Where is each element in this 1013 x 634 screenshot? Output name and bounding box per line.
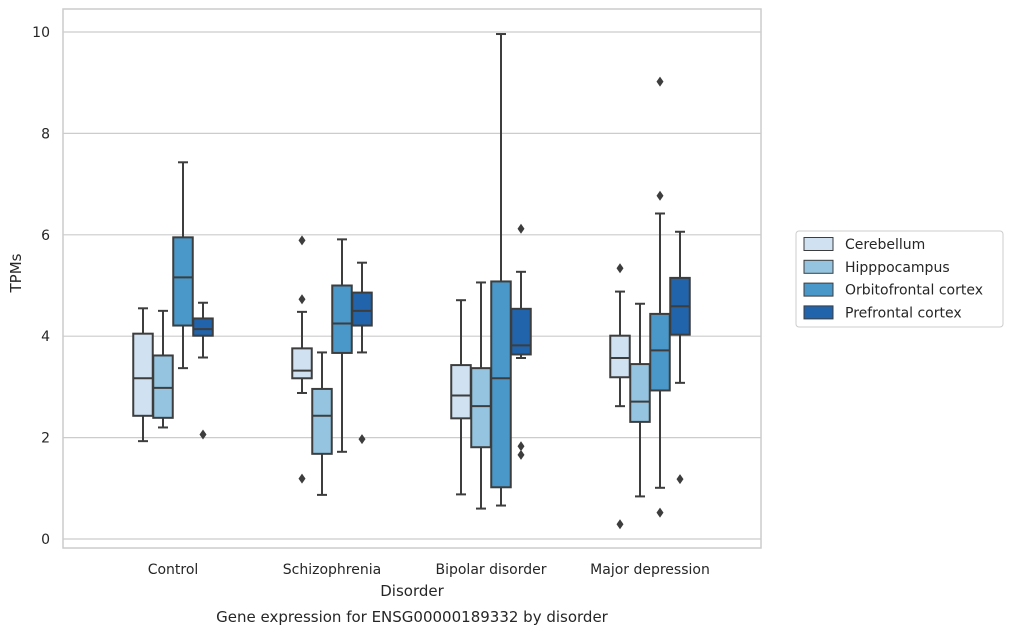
box-body bbox=[450, 364, 472, 420]
plot-frame bbox=[62, 8, 762, 549]
box-prefrontal-cortex bbox=[192, 301, 214, 440]
outlier-point bbox=[517, 441, 525, 452]
y-tick-label: 10 bbox=[32, 25, 50, 41]
legend-frame bbox=[795, 230, 1004, 328]
legend-swatch bbox=[803, 237, 834, 251]
box-body bbox=[609, 334, 631, 379]
x-tick-label: Control bbox=[148, 562, 199, 578]
box-hipppocampus bbox=[470, 281, 492, 510]
box-body bbox=[291, 347, 313, 380]
outlier-point bbox=[517, 223, 525, 234]
box-body bbox=[510, 307, 532, 356]
box-body bbox=[311, 387, 333, 455]
legend-label: Orbitofrontal cortex bbox=[845, 283, 983, 299]
x-axis-title: Disorder bbox=[380, 582, 444, 600]
outlier-point bbox=[298, 235, 306, 246]
x-axis-ticks: Control Schizophrenia Bipolar disorder Majo… bbox=[148, 562, 710, 578]
y-tick-label: 8 bbox=[41, 126, 50, 142]
legend-swatch bbox=[803, 282, 834, 297]
legend-label: Hipppocampus bbox=[845, 260, 950, 276]
box-body bbox=[351, 291, 373, 327]
x-tick-label: Major depression bbox=[590, 562, 710, 578]
legend-swatch bbox=[803, 259, 834, 274]
box-body bbox=[490, 280, 512, 489]
outlier-point bbox=[358, 434, 366, 445]
outlier-point bbox=[676, 474, 684, 485]
outlier-point bbox=[616, 519, 624, 530]
legend-swatch bbox=[803, 305, 834, 320]
legend-label: Cerebellum bbox=[845, 237, 925, 253]
box-hipppocampus bbox=[311, 351, 333, 496]
box-body bbox=[629, 363, 651, 423]
legend-label: Prefrontal cortex bbox=[845, 305, 962, 321]
box-body bbox=[192, 317, 214, 337]
y-axis-ticks: 0 2 4 6 8 10 bbox=[32, 25, 50, 548]
outlier-point bbox=[656, 507, 664, 518]
box-body bbox=[470, 367, 492, 449]
box-body bbox=[132, 332, 154, 417]
box-orbitofrontal-cortex bbox=[172, 161, 194, 370]
box-cerebellum bbox=[291, 235, 313, 484]
outlier-point bbox=[656, 190, 664, 201]
box-hipppocampus bbox=[629, 302, 651, 498]
box-body bbox=[172, 236, 194, 327]
x-tick-label: Bipolar disorder bbox=[435, 562, 546, 578]
box-prefrontal-cortex bbox=[669, 230, 691, 485]
x-tick-label: Schizophrenia bbox=[283, 562, 381, 578]
box-cerebellum bbox=[450, 299, 472, 496]
outlier-point bbox=[199, 429, 207, 440]
y-tick-label: 2 bbox=[41, 431, 50, 447]
box-cerebellum bbox=[132, 307, 154, 443]
box-orbitofrontal-cortex bbox=[331, 238, 353, 453]
box-prefrontal-cortex bbox=[351, 261, 373, 445]
grid-lines bbox=[63, 31, 761, 540]
y-tick-label: 6 bbox=[41, 228, 50, 244]
chart-caption: Gene expression for ENSG00000189332 by d… bbox=[216, 608, 609, 626]
box-prefrontal-cortex bbox=[510, 223, 532, 460]
outlier-point bbox=[656, 76, 664, 87]
outlier-point bbox=[616, 263, 624, 274]
y-tick-label: 4 bbox=[41, 329, 50, 345]
box-orbitofrontal-cortex bbox=[649, 76, 671, 518]
y-axis-title: TPMs bbox=[7, 253, 25, 293]
legend: Cerebellum Hipppocampus Orbitofrontal cort… bbox=[795, 230, 1004, 328]
box-orbitofrontal-cortex bbox=[490, 33, 512, 507]
box-body bbox=[649, 312, 671, 392]
box-body bbox=[152, 354, 174, 419]
box-plot-series bbox=[132, 33, 691, 530]
outlier-point bbox=[517, 449, 525, 460]
box-hipppocampus bbox=[152, 309, 174, 429]
y-tick-label: 0 bbox=[41, 532, 50, 548]
box-body bbox=[331, 284, 353, 354]
box-cerebellum bbox=[609, 263, 631, 530]
outlier-point bbox=[298, 473, 306, 484]
outlier-point bbox=[298, 294, 306, 305]
